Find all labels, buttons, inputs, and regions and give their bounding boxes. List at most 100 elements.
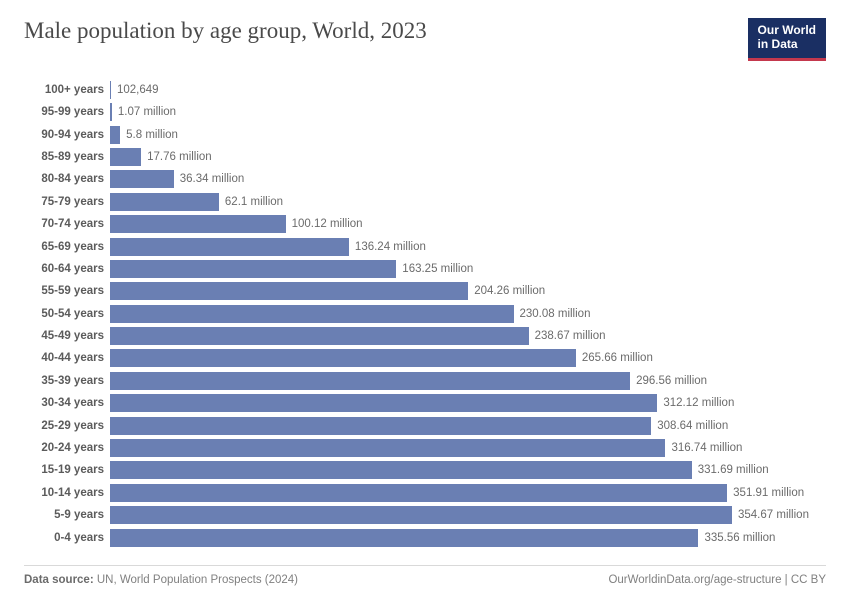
bar [110, 349, 576, 367]
value-label: 238.67 million [529, 330, 606, 342]
chart-row: 5-9 years 354.67 million [24, 504, 826, 526]
category-label: 90-94 years [24, 129, 110, 141]
value-label: 296.56 million [630, 375, 707, 387]
chart-row: 75-79 years 62.1 million [24, 191, 826, 213]
bar [110, 461, 692, 479]
chart-row: 55-59 years 204.26 million [24, 280, 826, 302]
value-label: 100.12 million [286, 218, 363, 230]
value-label: 1.07 million [112, 106, 176, 118]
chart-row: 15-19 years 331.69 million [24, 459, 826, 481]
bar [110, 148, 141, 166]
chart-row: 10-14 years351.91 million [24, 482, 826, 504]
chart-row: 25-29 years 308.64 million [24, 414, 826, 436]
bar-area: 308.64 million [110, 417, 826, 435]
value-label: 163.25 million [396, 263, 473, 275]
chart-title: Male population by age group, World, 202… [24, 18, 427, 44]
owid-logo: Our World in Data [748, 18, 826, 61]
chart-row: 100+ years102,649 [24, 79, 826, 101]
value-label: 312.12 million [657, 397, 734, 409]
chart-row: 30-34 years 312.12 million [24, 392, 826, 414]
value-label: 17.76 million [141, 151, 212, 163]
bar-chart: 100+ years102,64995-99 years1.07 million… [24, 79, 826, 549]
bar-area: 17.76 million [110, 148, 826, 166]
value-label: 204.26 million [468, 285, 545, 297]
chart-row: 65-69 years136.24 million [24, 235, 826, 257]
bar-area: 100.12 million [110, 215, 826, 233]
value-label: 335.56 million [698, 532, 775, 544]
chart-row: 20-24 years 316.74 million [24, 437, 826, 459]
value-label: 102,649 [111, 84, 159, 96]
bar-area: 265.66 million [110, 349, 826, 367]
bar-area: 136.24 million [110, 238, 826, 256]
source-prefix: Data source: [24, 574, 94, 586]
chart-row: 80-84 years36.34 million [24, 168, 826, 190]
category-label: 0-4 years [24, 532, 110, 544]
chart-row: 35-39 years 296.56 million [24, 370, 826, 392]
chart-row: 70-74 years100.12 million [24, 213, 826, 235]
category-label: 60-64 years [24, 263, 110, 275]
bar-area: 62.1 million [110, 193, 826, 211]
value-label: 5.8 million [120, 129, 178, 141]
bar [110, 394, 657, 412]
chart-row: 90-94 years 5.8 million [24, 123, 826, 145]
category-label: 25-29 years [24, 420, 110, 432]
bar [110, 372, 630, 390]
bar-area: 36.34 million [110, 170, 826, 188]
chart-row: 95-99 years1.07 million [24, 101, 826, 123]
bar-area: 331.69 million [110, 461, 826, 479]
attribution: OurWorldinData.org/age-structure | CC BY [608, 574, 826, 586]
bar [110, 170, 174, 188]
chart-row: 40-44 years 265.66 million [24, 347, 826, 369]
footer: Data source: UN, World Population Prospe… [24, 565, 826, 586]
bar-area: 316.74 million [110, 439, 826, 457]
value-label: 265.66 million [576, 352, 653, 364]
bar [110, 439, 665, 457]
category-label: 85-89 years [24, 151, 110, 163]
bar [110, 417, 651, 435]
bar [110, 305, 514, 323]
bar-area: 1.07 million [110, 103, 826, 121]
header: Male population by age group, World, 202… [24, 18, 826, 61]
bar [110, 238, 349, 256]
value-label: 331.69 million [692, 464, 769, 476]
bar-area: 5.8 million [110, 126, 826, 144]
category-label: 55-59 years [24, 285, 110, 297]
bar-area: 351.91 million [110, 484, 826, 502]
bar [110, 260, 396, 278]
bar-area: 238.67 million [110, 327, 826, 345]
value-label: 354.67 million [732, 509, 809, 521]
chart-row: 85-89 years 17.76 million [24, 146, 826, 168]
category-label: 20-24 years [24, 442, 110, 454]
value-label: 316.74 million [665, 442, 742, 454]
value-label: 62.1 million [219, 196, 283, 208]
source-text: UN, World Population Prospects (2024) [97, 574, 298, 586]
value-label: 351.91 million [727, 487, 804, 499]
bar-area: 312.12 million [110, 394, 826, 412]
bar [110, 282, 468, 300]
category-label: 30-34 years [24, 397, 110, 409]
category-label: 80-84 years [24, 173, 110, 185]
bar-area: 296.56 million [110, 372, 826, 390]
category-label: 50-54 years [24, 308, 110, 320]
category-label: 40-44 years [24, 352, 110, 364]
category-label: 65-69 years [24, 241, 110, 253]
bar-area: 204.26 million [110, 282, 826, 300]
bar [110, 529, 698, 547]
bar-area: 230.08 million [110, 305, 826, 323]
category-label: 35-39 years [24, 375, 110, 387]
bar-area: 163.25 million [110, 260, 826, 278]
bar [110, 506, 732, 524]
chart-row: 60-64 years 163.25 million [24, 258, 826, 280]
chart-row: 50-54 years 230.08 million [24, 303, 826, 325]
data-source: Data source: UN, World Population Prospe… [24, 574, 298, 586]
category-label: 15-19 years [24, 464, 110, 476]
bar-area: 335.56 million [110, 529, 826, 547]
bar [110, 193, 219, 211]
category-label: 45-49 years [24, 330, 110, 342]
category-label: 75-79 years [24, 196, 110, 208]
value-label: 230.08 million [514, 308, 591, 320]
value-label: 308.64 million [651, 420, 728, 432]
bar-area: 102,649 [110, 81, 826, 99]
category-label: 5-9 years [24, 509, 110, 521]
bar [110, 327, 529, 345]
